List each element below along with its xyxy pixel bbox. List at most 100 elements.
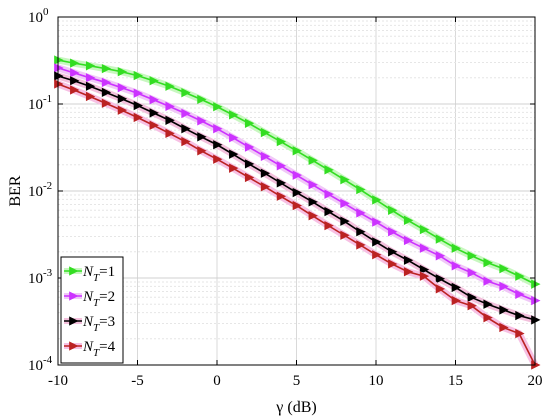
series-3 [54,71,541,325]
data-point [213,124,223,134]
data-point [149,95,159,105]
data-point [372,217,382,227]
data-point [165,81,175,91]
data-point [149,120,159,130]
data-point [181,136,191,147]
data-point [515,310,525,321]
data-point [483,276,493,286]
data-point [101,87,112,98]
x-tick-label: 10 [369,373,384,389]
series-1 [54,55,541,289]
x-tick-label: 20 [528,373,543,389]
y-tick-label: 100 [28,6,49,26]
data-point [483,312,493,323]
data-point [197,132,207,142]
data-point [467,251,477,261]
legend: NT=1 NT=2 NT=3 NT=4 [60,256,124,364]
data-point [388,227,398,237]
y-axis-ticks: 10-4 10-3 10-2 10-1 100 [28,6,535,374]
legend-label: NT=3 [82,314,115,334]
y-tick-label: 10-4 [28,354,53,374]
data-point [181,124,191,134]
data-point [229,149,239,159]
data-point [70,76,80,86]
data-point [419,271,430,281]
data-point [483,299,493,309]
data-point [515,271,525,281]
data-point [419,264,430,275]
series-4 [54,79,541,370]
data-point [54,79,64,89]
y-axis-label: BER [7,175,24,206]
legend-label: NT=1 [82,264,115,284]
data-point [117,67,128,77]
y-tick-label: 10-3 [28,267,53,287]
data-point [181,108,191,119]
data-point [165,101,175,112]
data-point [435,274,446,284]
data-point [372,250,382,260]
data-point [451,282,461,293]
data-point [85,91,96,102]
data-point [419,243,430,253]
data-point [85,61,96,71]
legend-item: NT=1 [64,264,115,284]
data-point [133,112,143,123]
data-point [531,315,541,325]
series-layer [54,55,541,370]
data-point [181,87,191,98]
grid-lines [58,17,535,365]
data-point [403,255,414,265]
data-point [70,58,80,68]
data-point [117,83,128,93]
data-point [467,292,477,302]
data-point [54,55,64,65]
legend-item: NT=4 [64,339,116,359]
x-tick-label: 15 [448,373,463,389]
data-point [85,73,96,83]
data-point [244,159,255,169]
data-point [197,116,207,126]
data-point [101,98,112,108]
data-point [531,279,541,289]
data-point [54,63,64,73]
legend-swatch-marker [69,266,79,276]
legend-swatch-marker [69,341,79,351]
x-tick-label: -5 [131,373,144,389]
data-point [85,81,96,91]
data-point [260,127,271,138]
data-point [419,224,430,235]
data-point [324,189,334,199]
data-point [165,128,175,139]
data-point [499,322,509,333]
data-point [372,237,382,247]
x-tick-label: -10 [48,373,68,389]
data-point [244,142,255,152]
data-point [356,208,366,218]
data-point [483,258,493,268]
data-point [403,215,414,226]
data-point [451,243,461,253]
data-point [308,180,318,190]
data-point [260,151,271,162]
data-point [499,263,509,274]
data-point [276,191,287,201]
data-point [260,182,271,192]
data-point [229,133,239,143]
data-point [451,261,461,271]
data-point [244,118,255,128]
data-point [451,295,461,306]
data-point [133,88,143,98]
data-point [276,161,287,171]
legend-label: NT=4 [82,339,116,359]
data-point [292,146,302,156]
data-point [308,211,318,221]
data-point [531,295,541,306]
data-point [340,216,350,226]
data-point [117,94,128,104]
data-point [340,230,350,240]
data-point [356,227,366,237]
data-point [324,206,334,217]
data-point [403,235,414,246]
